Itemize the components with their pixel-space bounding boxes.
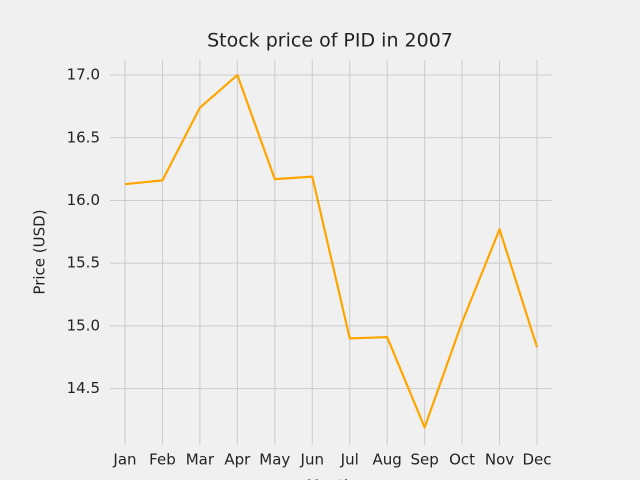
y-axis-label: Price (USD): [31, 209, 49, 294]
x-tick-label: Nov: [485, 451, 514, 469]
x-tick-label: May: [259, 451, 290, 469]
y-tick-label: 16.0: [67, 191, 100, 209]
x-tick-label: Aug: [373, 451, 402, 469]
x-tick-label: Jul: [340, 451, 359, 469]
y-tick-label: 17.0: [67, 66, 100, 84]
y-tick-label: 15.5: [67, 254, 100, 272]
x-tick-label: Jun: [300, 451, 324, 469]
x-tick-label: Sep: [411, 451, 439, 469]
y-tick-label: 15.0: [67, 316, 100, 334]
x-tick-label: Apr: [224, 451, 251, 469]
x-tick-label: Jan: [112, 451, 136, 469]
x-tick-label: Oct: [449, 451, 475, 469]
line-series: [124, 73, 539, 429]
x-axis-label: Month: [306, 477, 353, 480]
x-tick-label: Mar: [186, 451, 215, 469]
x-tick-label: Dec: [523, 451, 552, 469]
chart-title: Stock price of PID in 2007: [207, 30, 453, 52]
y-tick-label: 16.5: [67, 128, 100, 146]
x-tick-label: Feb: [149, 451, 176, 469]
y-tick-label: 14.5: [67, 379, 100, 397]
